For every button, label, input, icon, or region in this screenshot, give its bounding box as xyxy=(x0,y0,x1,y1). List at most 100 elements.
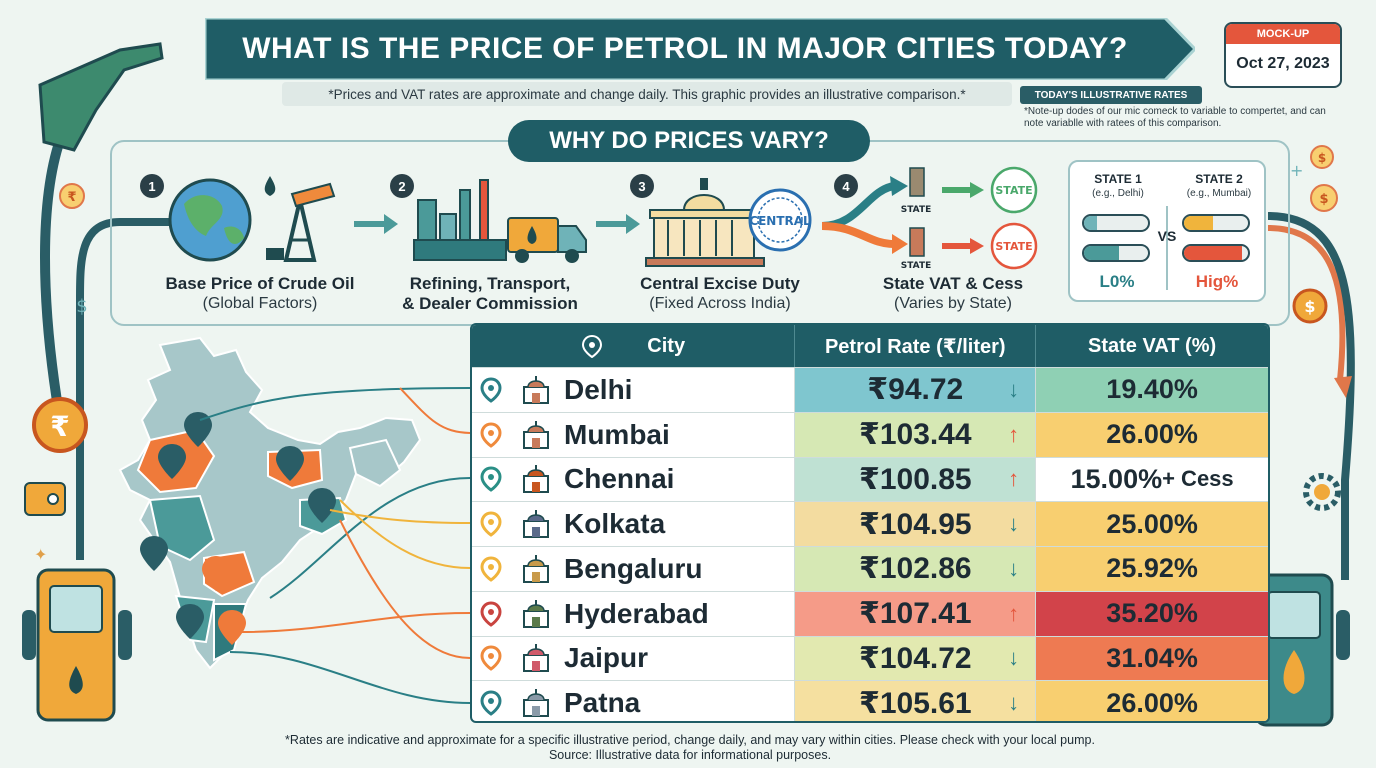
location-pin-icon xyxy=(480,690,502,716)
header-vat: State VAT (%) xyxy=(1035,325,1268,367)
location-pin-icon xyxy=(480,601,502,627)
cell-rate: ₹102.86 ↓ xyxy=(794,547,1036,591)
landmark-icon xyxy=(523,689,549,718)
globe-oil-rig-icon xyxy=(168,176,336,262)
step-2-number: 2 xyxy=(390,174,414,198)
cell-vat: 19.40% xyxy=(1035,368,1268,412)
landmark-icon xyxy=(523,375,549,404)
petrol-rate: ₹104.95 xyxy=(858,507,972,541)
date-card: MOCK-UP Oct 27, 2023 xyxy=(1224,22,1342,88)
step-3-number: 3 xyxy=(630,174,654,198)
city-name: Jaipur xyxy=(564,642,649,674)
vs-label: VS xyxy=(1157,228,1177,244)
table-row: Bengaluru ₹102.86 ↓ 25.92% xyxy=(472,546,1268,591)
state2-bar-fill xyxy=(1184,216,1213,230)
petrol-price-table: City Petrol Rate (₹/liter) State VAT (%)… xyxy=(470,323,1270,723)
state1-bar-fill xyxy=(1084,216,1097,230)
petrol-rate: ₹107.41 xyxy=(858,597,972,631)
petrol-rate: ₹104.72 xyxy=(858,641,972,675)
trend-up-icon: ↑ xyxy=(1008,421,1020,447)
table-body: Delhi ₹94.72 ↓ 19.40% Mumbai ₹103.44 ↑ 26.00% Ch… xyxy=(472,367,1268,721)
header-city-label: City xyxy=(647,334,686,357)
location-pin-icon xyxy=(480,377,502,403)
state-vat: 35.20% xyxy=(1106,598,1198,629)
state-vat: 25.92% xyxy=(1106,553,1198,584)
step-3-sub: (Fixed Across India) xyxy=(649,295,791,312)
city-name: Patna xyxy=(564,687,641,719)
city-name: Bengaluru xyxy=(564,552,703,584)
cell-city: Delhi xyxy=(472,368,794,412)
trend-down-icon: ↓ xyxy=(1008,690,1020,716)
date-note: *Note-up dodes of our mic comeck to vari… xyxy=(1024,106,1326,129)
petrol-rate: ₹103.44 xyxy=(858,418,972,452)
state-stamp-red-text: STATE xyxy=(995,240,1032,253)
arrow-right-icon xyxy=(354,214,398,234)
state-emblem-label-bottom: STATE xyxy=(901,261,931,271)
table-row: Jaipur ₹104.72 ↓ 31.04% xyxy=(472,635,1268,681)
cell-city: Mumbai xyxy=(472,413,794,457)
table-row: Hyderabad ₹107.41 ↑ 35.20% xyxy=(472,590,1268,636)
city-name: Hyderabad xyxy=(564,597,709,629)
cell-rate: ₹107.41 ↑ xyxy=(794,591,1036,636)
petrol-rate: ₹105.61 xyxy=(858,686,972,720)
landmark-icon xyxy=(523,644,549,673)
trend-up-icon: ↑ xyxy=(1008,600,1020,626)
header-rate: Petrol Rate (₹/liter) xyxy=(794,325,1035,367)
table-row: Mumbai ₹103.44 ↑ 26.00% xyxy=(472,411,1268,457)
step-2-title-line2: & Dealer Commission xyxy=(402,294,578,313)
why-heading: WHY DO PRICES VARY? xyxy=(508,120,870,162)
landmark-icon xyxy=(523,554,549,583)
cell-rate: ₹94.72 ↓ xyxy=(794,368,1036,412)
trend-down-icon: ↓ xyxy=(1008,555,1020,581)
high-bar-fill xyxy=(1184,246,1242,260)
landmark-icon xyxy=(523,510,549,539)
location-pin-icon xyxy=(480,511,502,537)
trend-down-icon: ↓ xyxy=(1008,376,1020,402)
state-vat: 31.04% xyxy=(1106,642,1198,673)
location-pin-icon xyxy=(480,422,502,448)
cell-city: Kolkata xyxy=(472,502,794,546)
header-city: City xyxy=(472,325,794,367)
svg-text:₹: ₹ xyxy=(50,410,69,443)
table-header: City Petrol Rate (₹/liter) State VAT (%) xyxy=(472,325,1268,367)
location-pin-icon xyxy=(480,556,502,582)
city-name: Kolkata xyxy=(564,508,666,540)
cell-city: Patna xyxy=(472,681,794,721)
cell-vat: 26.00% xyxy=(1035,681,1268,721)
step-2-title: Refining, Transport, xyxy=(409,274,571,293)
step-3-title: Central Excise Duty xyxy=(640,274,800,293)
trend-down-icon: ↓ xyxy=(1008,645,1020,671)
state1-label: STATE 1 xyxy=(1094,172,1142,186)
landmark-icon xyxy=(523,420,549,449)
high-label: Hig% xyxy=(1195,272,1239,291)
refinery-truck-icon xyxy=(413,179,587,263)
location-pin-icon xyxy=(480,466,502,493)
cell-rate: ₹100.85 ↑ xyxy=(794,457,1036,502)
rates-badge: TODAY'S ILLUSTRATIVE RATES xyxy=(1020,86,1202,104)
subtitle: *Prices and VAT rates are approximate an… xyxy=(282,82,1012,106)
svg-text:$: $ xyxy=(1304,297,1315,316)
parliament-building-icon: CENTRAL xyxy=(645,178,812,267)
state1-example: (e.g., Delhi) xyxy=(1092,188,1144,199)
banner-shape xyxy=(205,18,1195,80)
state-emblem-label-top: STATE xyxy=(901,205,931,215)
svg-text:✦: ✦ xyxy=(34,545,47,564)
cell-vat: 31.04% xyxy=(1035,636,1268,681)
svg-text:+: + xyxy=(1290,161,1303,180)
step-1-title: Base Price of Crude Oil xyxy=(165,274,355,293)
cell-vat: 25.92% xyxy=(1035,547,1268,591)
cell-vat: 26.00% xyxy=(1035,412,1268,457)
petrol-rate: ₹102.86 xyxy=(858,552,972,586)
state1-bar-top xyxy=(1082,214,1150,232)
cell-rate: ₹104.72 ↓ xyxy=(794,636,1036,681)
table-row: Patna ₹105.61 ↓ 26.00% xyxy=(472,680,1268,721)
step-1-sub: (Global Factors) xyxy=(202,295,318,312)
city-name: Delhi xyxy=(564,373,633,405)
state-compare-box: STATE 1 (e.g., Delhi) STATE 2 (e.g., Mum… xyxy=(1068,160,1266,302)
state-vat: 15.00% xyxy=(1070,463,1163,494)
cell-vat: 35.20% xyxy=(1035,591,1268,636)
source-text: Source: Illustrative data for informatio… xyxy=(548,748,832,762)
state-vat: 19.40% xyxy=(1106,374,1198,405)
cell-city: Chennai xyxy=(472,458,794,502)
page-title: WHAT IS THE PRICE OF PETROL IN MAJOR CIT… xyxy=(242,32,1128,65)
